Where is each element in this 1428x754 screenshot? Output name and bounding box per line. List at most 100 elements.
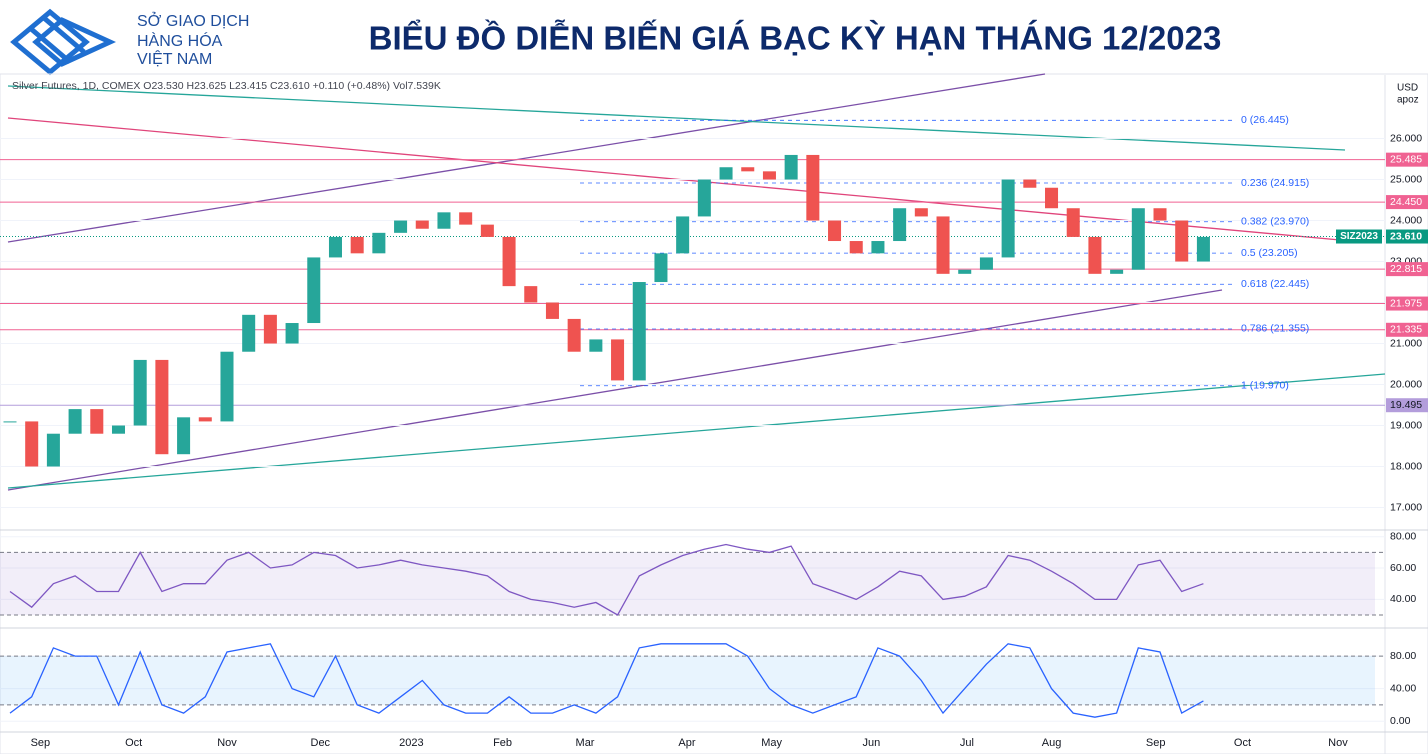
candle	[415, 220, 429, 229]
candle	[567, 318, 581, 352]
candle	[589, 339, 603, 352]
candle	[350, 236, 364, 254]
level-tag	[1386, 195, 1428, 210]
level-label: 22.815	[1390, 263, 1422, 275]
candle	[936, 216, 950, 274]
level-label: 19.495	[1390, 399, 1422, 411]
level-tag	[1386, 152, 1428, 167]
y-tick-label: 0.00	[1390, 715, 1411, 727]
candle	[1131, 208, 1145, 270]
candle	[90, 409, 104, 434]
level-tag	[1386, 322, 1428, 337]
y-tick-label: 21.000	[1390, 337, 1422, 349]
fib-label: 0.382 (23.970)	[1241, 216, 1309, 228]
indicator-band	[0, 656, 1375, 705]
y-tick-label: 40.00	[1390, 593, 1416, 605]
trend-lines	[7, 73, 1386, 491]
candle	[741, 167, 755, 172]
candle	[958, 269, 972, 274]
page-title: BIỂU ĐỒ DIỄN BIẾN GIÁ BẠC KỲ HẠN THÁNG 1…	[369, 20, 1222, 57]
x-tick-label: Sep	[1146, 737, 1166, 749]
fib-label: 0 (26.445)	[1241, 114, 1289, 126]
candle	[784, 154, 798, 180]
x-tick-label: Feb	[493, 737, 512, 749]
candle	[632, 282, 646, 381]
candle	[220, 351, 234, 422]
candle	[480, 224, 494, 237]
level-label: 25.485	[1390, 153, 1422, 165]
candle	[459, 212, 473, 225]
level-tag	[1386, 296, 1428, 311]
candle	[437, 212, 451, 229]
candle	[1110, 269, 1124, 274]
x-tick-label: Sep	[31, 737, 51, 749]
y-tick-label: 24.000	[1390, 214, 1422, 226]
candle	[1175, 220, 1189, 262]
x-tick-label: May	[761, 737, 782, 749]
y-tick-label: 80.00	[1390, 530, 1416, 542]
fib-label: 0.618 (22.445)	[1241, 278, 1309, 290]
candle	[914, 208, 928, 217]
logo	[10, 8, 117, 76]
y-tick-label: 19.000	[1390, 419, 1422, 431]
fib-label: 1 (19.970)	[1241, 380, 1289, 392]
logo-text: HÀNG HÓA	[137, 31, 223, 50]
candle	[242, 314, 256, 352]
candle	[1045, 187, 1059, 209]
logo-text: VIỆT NAM	[137, 49, 212, 68]
candle	[1066, 208, 1080, 237]
y-tick-label: 18.000	[1390, 460, 1422, 472]
candle	[25, 421, 39, 467]
level-label: 21.975	[1390, 297, 1422, 309]
candle	[394, 220, 408, 233]
y-tick-label: 26.000	[1390, 132, 1422, 144]
x-tick-label: 2023	[399, 737, 423, 749]
candle	[676, 216, 690, 254]
y-tick-label: 17.000	[1390, 501, 1422, 513]
candle	[46, 433, 60, 467]
chart-frame	[0, 73, 1428, 754]
candle	[1196, 236, 1210, 262]
candle	[1001, 179, 1015, 258]
candle	[68, 409, 82, 434]
candle	[762, 171, 776, 180]
x-tick-label: Nov	[1328, 737, 1348, 749]
y-tick-label: 80.00	[1390, 650, 1416, 662]
x-tick-label: Nov	[217, 737, 237, 749]
candle	[263, 314, 277, 344]
candle	[545, 302, 559, 319]
currency: USD	[1397, 83, 1418, 94]
indicator-line	[9, 643, 1204, 718]
candle	[849, 241, 863, 254]
y-tick-label: 40.00	[1390, 682, 1416, 694]
y-tick-label: 60.00	[1390, 562, 1416, 574]
info-bar: Silver Futures, 1D, COMEX O23.530 H23.62…	[12, 80, 441, 92]
candle	[155, 359, 169, 455]
fib-label: 0.5 (23.205)	[1241, 247, 1298, 259]
last-price-tag	[1386, 229, 1428, 244]
x-tick-label: Aug	[1042, 737, 1062, 749]
candle	[1153, 208, 1167, 221]
candle	[198, 417, 212, 422]
level-tag	[1386, 262, 1428, 277]
symbol-label: SIZ2023	[1340, 231, 1378, 242]
candle	[719, 167, 733, 180]
candle	[372, 232, 386, 254]
x-tick-label: Oct	[125, 737, 142, 749]
x-tick-label: Dec	[311, 737, 331, 749]
candle	[177, 417, 191, 455]
candle	[285, 323, 299, 344]
x-tick-label: Jul	[960, 737, 974, 749]
candle	[3, 421, 17, 423]
candle	[893, 208, 907, 242]
candle	[133, 359, 147, 426]
candle	[979, 257, 993, 270]
x-tick-label: Oct	[1234, 737, 1251, 749]
level-label: 24.450	[1390, 196, 1422, 208]
candle	[502, 236, 516, 287]
indicator-band	[0, 552, 1375, 616]
candle	[697, 179, 711, 217]
x-tick-label: Jun	[863, 737, 881, 749]
candle	[328, 236, 342, 258]
